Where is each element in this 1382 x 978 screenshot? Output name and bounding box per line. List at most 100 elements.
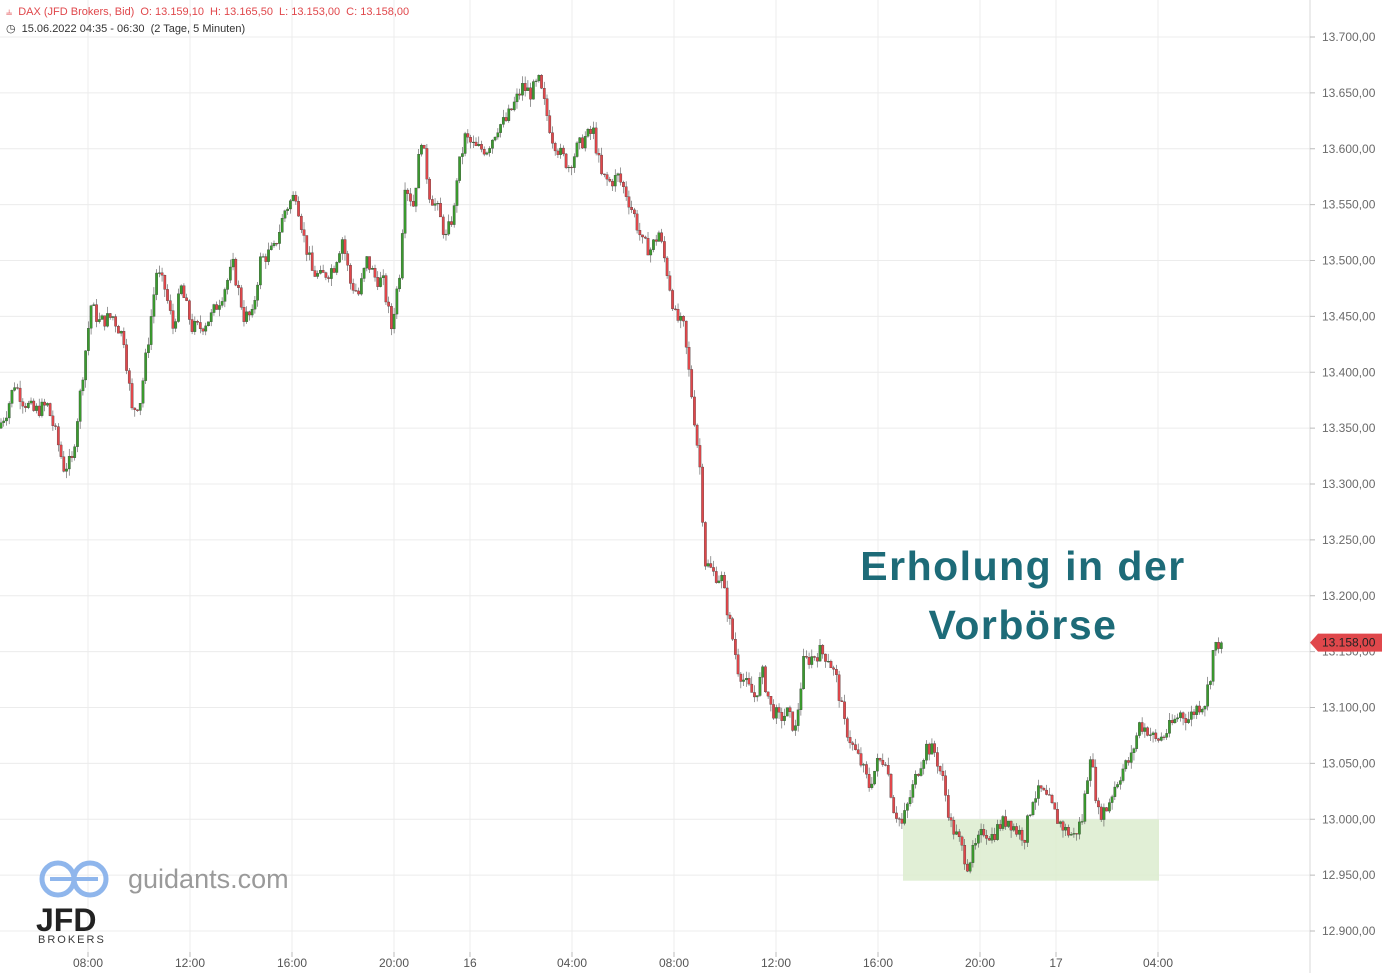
grid [0, 0, 1310, 952]
candle-body [1064, 827, 1068, 831]
candle-body [76, 421, 79, 447]
candle-body [1146, 727, 1149, 736]
candle-body [605, 174, 609, 180]
candle-body [723, 575, 726, 589]
candle-body [237, 284, 240, 288]
candle-body [769, 696, 773, 705]
candle-body [474, 141, 478, 146]
jfd-logo: JFD [36, 902, 96, 935]
candle-body [540, 74, 543, 89]
candle-body [485, 152, 489, 155]
candle-body [62, 456, 66, 472]
candle-body [854, 744, 857, 750]
candle-body [690, 369, 694, 398]
candle-body [1110, 796, 1114, 803]
candle-body [537, 74, 541, 82]
candle-body [701, 466, 704, 523]
x-tick-label: 04:00 [1143, 956, 1173, 970]
candle-body [575, 142, 579, 157]
candle-body [1135, 735, 1139, 749]
last-price-badge[interactable] [1310, 633, 1382, 652]
candle-body [370, 268, 374, 270]
candle-body [785, 707, 789, 717]
candle-body [155, 272, 158, 295]
candle-body [1067, 827, 1070, 836]
last-price-marker[interactable]: 13.158,00 [1310, 633, 1382, 652]
candle-body [641, 234, 644, 238]
candle-body [171, 310, 175, 329]
candle-body [1088, 759, 1092, 781]
candle-body [1037, 785, 1040, 799]
candle-body [501, 117, 505, 125]
candle-body [914, 773, 917, 785]
candle-body [927, 743, 931, 755]
candle-body [1165, 733, 1169, 738]
candle-body [414, 187, 418, 207]
candle-body [777, 707, 781, 713]
candle-body [714, 571, 718, 583]
candle-body [949, 817, 953, 821]
candle-body [272, 243, 276, 247]
candle-body [1162, 736, 1166, 738]
candle-body [548, 115, 552, 133]
candle-body [1039, 785, 1043, 789]
chart-type-icon[interactable]: ⫨ [6, 6, 13, 18]
candle-body [572, 156, 576, 168]
candle-body [496, 132, 500, 138]
candle-body [463, 133, 467, 154]
candle-body [65, 468, 68, 472]
time-axis: 08:00 12:00 16:00 20:00 16 04:00 08:00 12:00 16:… [73, 952, 1173, 970]
candle-body [1219, 642, 1223, 649]
candle-body [152, 294, 156, 317]
candle-body [168, 300, 172, 311]
candle-body [398, 277, 401, 290]
candle-body [764, 666, 767, 693]
candle-body [941, 770, 945, 776]
candle-body [114, 316, 118, 327]
candle-body [87, 328, 90, 351]
candle-body [865, 764, 868, 775]
support-zone-layer [903, 819, 1159, 881]
candle-body [919, 768, 923, 776]
candle-body [100, 315, 104, 320]
candle-body [542, 88, 546, 99]
y-tick-label: 13.100,00 [1322, 701, 1376, 715]
candle-body [957, 831, 961, 838]
candle-body [521, 83, 524, 96]
candle-body [1184, 718, 1188, 723]
candle-body [581, 137, 584, 149]
candle-body [417, 154, 421, 189]
candle-body [979, 829, 983, 836]
candle-body [1195, 705, 1199, 715]
candle-body [56, 426, 60, 446]
candle-body [147, 344, 150, 354]
candle-body [1127, 760, 1130, 763]
candle-body [780, 712, 784, 721]
candle-body [687, 347, 691, 370]
candle-body [130, 383, 134, 409]
candle-body [805, 656, 808, 658]
candle-body [515, 93, 519, 103]
y-tick-label: 13.500,00 [1322, 254, 1376, 268]
candle-body [971, 845, 975, 863]
instrument-name[interactable]: DAX (JFD Brokers, Bid) [18, 6, 135, 18]
candle-body [193, 321, 197, 332]
candle-body [289, 200, 292, 210]
candle-body [1058, 821, 1062, 824]
candle-body [608, 179, 612, 182]
candle-body [526, 87, 530, 91]
x-tick-label: 12:00 [761, 956, 791, 970]
candle-body [196, 321, 199, 323]
candle-body [703, 522, 707, 567]
candle-body [1148, 734, 1152, 736]
candle-body [624, 186, 628, 197]
candle-body [477, 144, 481, 146]
candle-body [89, 305, 93, 329]
candle-body [278, 232, 281, 244]
candle-body [1009, 820, 1013, 831]
period-label: (2 Tage, 5 Minuten) [150, 23, 246, 35]
support-zone [903, 819, 1159, 881]
candle-body [810, 656, 814, 665]
candle-body [283, 210, 287, 219]
candle-body [327, 277, 330, 279]
